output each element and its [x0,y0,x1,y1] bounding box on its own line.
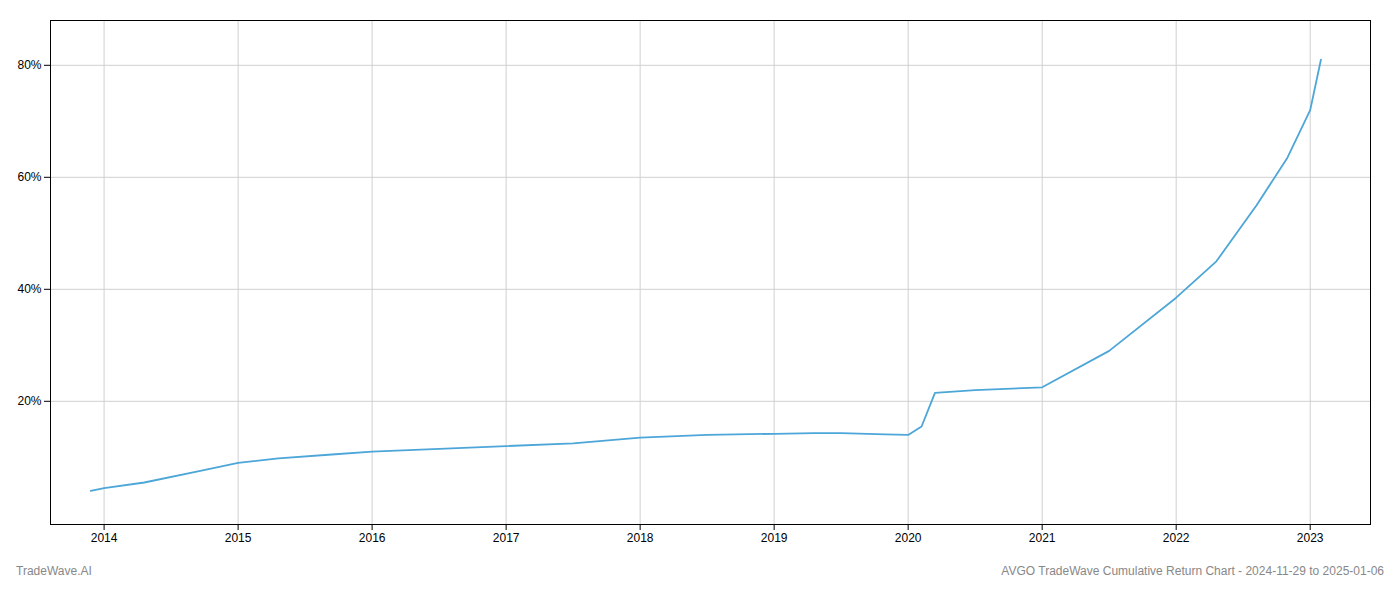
svg-text:40%: 40% [17,282,41,296]
svg-text:60%: 60% [17,170,41,184]
svg-text:2018: 2018 [627,531,654,545]
svg-text:2022: 2022 [1163,531,1190,545]
svg-text:2017: 2017 [493,531,520,545]
svg-text:2015: 2015 [225,531,252,545]
svg-text:2019: 2019 [761,531,788,545]
svg-text:2014: 2014 [91,531,118,545]
html-text:AVGO TradeWave Cumulative Retu: AVGO TradeWave Cumulative Return Chart -… [1001,564,1384,578]
html-text:TradeWave.AI: TradeWave.AI [16,564,92,578]
svg-text:2023: 2023 [1297,531,1324,545]
svg-text:20%: 20% [17,394,41,408]
svg-text:2021: 2021 [1029,531,1056,545]
svg-text:80%: 80% [17,58,41,72]
svg-text:2020: 2020 [895,531,922,545]
svg-text:2016: 2016 [359,531,386,545]
